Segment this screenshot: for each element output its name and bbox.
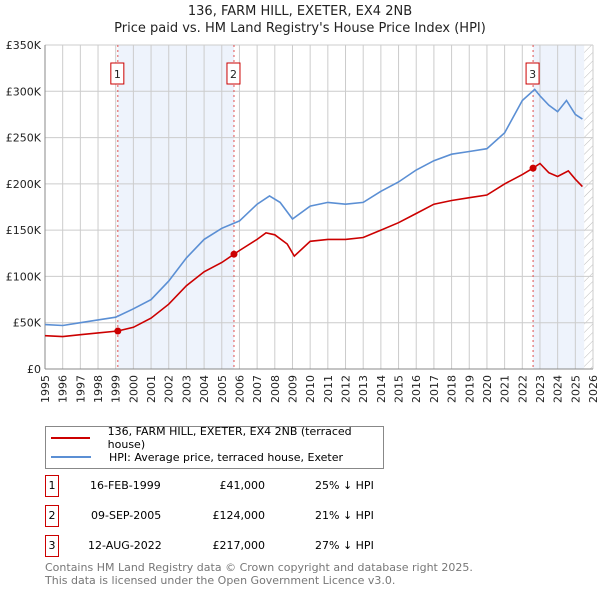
sale-marker-box xyxy=(110,62,125,85)
x-tick-label: 1998 xyxy=(92,375,105,403)
y-tick-label: £150K xyxy=(6,224,42,237)
x-tick-label: 2026 xyxy=(587,375,600,403)
sale-marker-box: 3 xyxy=(45,535,59,557)
sale-price: £217,000 xyxy=(212,539,266,552)
x-tick-label: 1995 xyxy=(39,375,52,403)
x-tick-label: 1996 xyxy=(57,375,70,403)
legend-swatch-blue xyxy=(51,456,91,458)
table-row: 3 12-AUG-2022 £217,000 27% ↓ HPI xyxy=(45,535,445,557)
sale-marker-box xyxy=(226,62,241,85)
y-tick-label: £350K xyxy=(6,39,42,52)
sale-marker-box xyxy=(525,62,540,85)
sale-hpi-diff: 21% ↓ HPI xyxy=(315,509,374,522)
x-tick-label: 2003 xyxy=(180,375,193,403)
y-tick-label: £200K xyxy=(6,178,42,191)
x-tick-label: 2023 xyxy=(534,375,547,403)
legend-item-price: 136, FARM HILL, EXETER, EX4 2NB (terrace… xyxy=(51,425,383,451)
x-tick-label: 1999 xyxy=(110,375,123,403)
sale-marker-label: 3 xyxy=(529,68,536,81)
shaded-region xyxy=(117,45,234,369)
sale-marker-box: 1 xyxy=(45,475,59,497)
sale-point xyxy=(529,164,537,172)
x-tick-label: 2016 xyxy=(410,375,423,403)
x-tick-label: 2021 xyxy=(499,375,512,403)
y-tick-label: £250K xyxy=(6,132,42,145)
x-tick-label: 2018 xyxy=(446,375,459,403)
legend-swatch-red xyxy=(51,437,90,439)
x-tick-label: 2010 xyxy=(304,375,317,403)
x-tick-label: 2002 xyxy=(163,375,176,403)
sale-marker-label: 2 xyxy=(230,68,237,81)
chart-title: 136, FARM HILL, EXETER, EX4 2NB xyxy=(187,4,413,19)
x-tick-label: 2013 xyxy=(357,375,370,403)
footer-copyright: Contains HM Land Registry data © Crown c… xyxy=(45,561,473,574)
x-tick-label: 2014 xyxy=(375,375,388,403)
series-line xyxy=(44,88,583,327)
x-tick-label: 2000 xyxy=(127,375,140,403)
x-tick-label: 2022 xyxy=(516,375,529,403)
sale-price: £41,000 xyxy=(219,479,266,492)
chart-subtitle: Price paid vs. HM Land Registry's House … xyxy=(114,21,486,36)
y-tick-label: £300K xyxy=(6,85,42,98)
sale-point xyxy=(230,250,238,258)
y-tick-label: £100K xyxy=(6,270,42,283)
table-row: 2 09-SEP-2005 £124,000 21% ↓ HPI xyxy=(45,505,445,527)
sale-point xyxy=(114,327,122,335)
sale-hpi-diff: 25% ↓ HPI xyxy=(315,479,374,492)
legend-item-hpi: HPI: Average price, terraced house, Exet… xyxy=(51,449,343,465)
sale-hpi-diff: 27% ↓ HPI xyxy=(315,539,374,552)
x-tick-label: 2017 xyxy=(428,375,441,403)
legend-label: HPI: Average price, terraced house, Exet… xyxy=(109,450,344,464)
x-tick-label: 2008 xyxy=(269,375,282,403)
x-tick-label: 2012 xyxy=(340,375,353,403)
shaded-region xyxy=(533,45,585,369)
x-tick-label: 2007 xyxy=(251,375,264,403)
y-tick-label: £0 xyxy=(27,363,41,376)
sale-date: 16-FEB-1999 xyxy=(90,479,161,492)
footer: Contains HM Land Registry data © Crown c… xyxy=(45,561,473,587)
plot-area: 1995 1996 1997 1998 1999 2000 2001 2002 2003 2004… xyxy=(6,39,600,403)
x-tick-label: 2001 xyxy=(145,375,158,403)
footer-licence: This data is licensed under the Open Gov… xyxy=(45,574,396,587)
x-tick-label: 2015 xyxy=(393,375,406,403)
x-tick-label: 2025 xyxy=(569,375,582,403)
sale-date: 09-SEP-2005 xyxy=(91,509,162,522)
x-tick-label: 2011 xyxy=(322,375,335,403)
x-tick-label: 2019 xyxy=(463,375,476,403)
sale-date: 12-AUG-2022 xyxy=(88,539,162,552)
x-tick-label: 2005 xyxy=(216,375,229,403)
legend: 136, FARM HILL, EXETER, EX4 2NB (terrace… xyxy=(45,425,384,469)
legend-label: 136, FARM HILL, EXETER, EX4 2NB (terrace… xyxy=(107,425,352,451)
x-tick-label: 1997 xyxy=(74,375,87,403)
sale-marker-label: 1 xyxy=(114,68,121,81)
x-tick-label: 2009 xyxy=(286,375,299,403)
table-row: 1 16-FEB-1999 £41,000 25% ↓ HPI xyxy=(45,475,445,497)
x-tick-label: 2004 xyxy=(198,375,211,403)
sale-price: £124,000 xyxy=(212,509,266,522)
forecast-hatch xyxy=(584,45,593,369)
x-tick-label: 2020 xyxy=(481,375,494,403)
x-tick-label: 2006 xyxy=(233,375,246,403)
sale-marker-box: 2 xyxy=(45,505,59,527)
x-tick-label: 2024 xyxy=(552,375,565,403)
y-tick-label: £50K xyxy=(13,317,42,330)
